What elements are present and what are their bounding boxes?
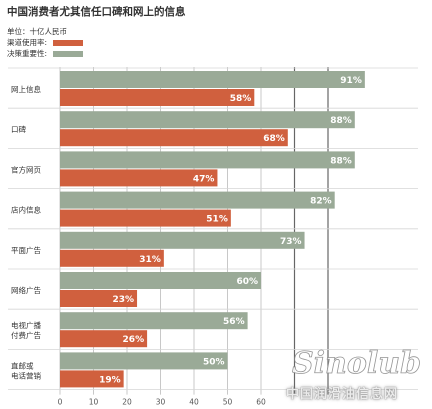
category-label: 官方网页 — [11, 164, 41, 174]
category-label: 直邮或 — [11, 360, 34, 370]
svg-text:Sinolub: Sinolub — [292, 346, 421, 381]
bar — [60, 290, 138, 307]
bar — [60, 272, 261, 289]
x-tick-label: 50 — [223, 398, 233, 407]
data-label: 47% — [193, 174, 215, 184]
x-tick-label: 30 — [156, 398, 166, 407]
data-label: 68% — [263, 134, 285, 144]
watermark: Sinolub 中国润滑油信息网 — [286, 333, 428, 405]
bar — [60, 89, 255, 106]
category-label: 电视广播 — [11, 320, 41, 330]
bar — [60, 209, 231, 227]
legend-item-importance: 决策重要性: — [7, 48, 84, 59]
x-tick-label: 10 — [89, 398, 99, 407]
bar — [60, 330, 148, 348]
chart-title: 中国消费者尤其信任口碑和网上的信息 — [7, 6, 186, 18]
data-label: 73% — [280, 237, 302, 247]
category-label: 电话营销 — [11, 370, 41, 380]
data-label: 60% — [236, 277, 258, 287]
bar — [60, 231, 305, 249]
watermark-text: 中国润滑油信息网 — [286, 387, 399, 402]
data-label: 91% — [340, 76, 362, 86]
category-label: 付费广告 — [11, 330, 41, 340]
bar — [60, 129, 288, 147]
legend-swatch-usage — [53, 39, 84, 46]
data-label: 82% — [310, 197, 332, 207]
legend-swatch-importance — [53, 50, 84, 57]
data-label: 19% — [99, 375, 121, 385]
data-label: 31% — [139, 255, 161, 265]
watermark-logo: Sinolub — [292, 346, 422, 382]
bar — [60, 370, 124, 388]
category-label: 口碑 — [11, 124, 26, 134]
bar — [60, 169, 218, 187]
x-tick-label: 20 — [122, 398, 132, 407]
legend-label-usage: 渠道使用率: — [7, 38, 48, 47]
bar — [60, 312, 248, 330]
data-label: 23% — [113, 295, 135, 305]
category-label: 店内信息 — [11, 205, 41, 215]
x-tick-label: 60 — [256, 398, 266, 407]
category-label: 网络广告 — [11, 285, 41, 295]
unit-label: 单位：十亿人民币 — [7, 27, 67, 36]
data-label: 88% — [330, 156, 352, 166]
data-label: 58% — [230, 94, 252, 104]
data-label: 51% — [206, 215, 228, 225]
legend-item-usage: 渠道使用率: — [7, 37, 84, 48]
legend-label-importance: 决策重要性: — [7, 49, 48, 58]
data-label: 50% — [203, 357, 225, 367]
x-tick-label: 0 — [58, 398, 63, 407]
bar — [60, 111, 355, 129]
data-label: 56% — [223, 317, 245, 327]
data-label: 88% — [330, 116, 352, 126]
bar — [60, 352, 228, 370]
category-label: 网上信息 — [11, 84, 41, 94]
bar — [60, 191, 335, 209]
bar — [60, 151, 355, 169]
data-label: 26% — [123, 335, 145, 345]
bar — [60, 249, 164, 267]
category-label: 平面广告 — [11, 245, 41, 255]
bar — [60, 71, 365, 88]
x-tick-label: 40 — [189, 398, 199, 407]
